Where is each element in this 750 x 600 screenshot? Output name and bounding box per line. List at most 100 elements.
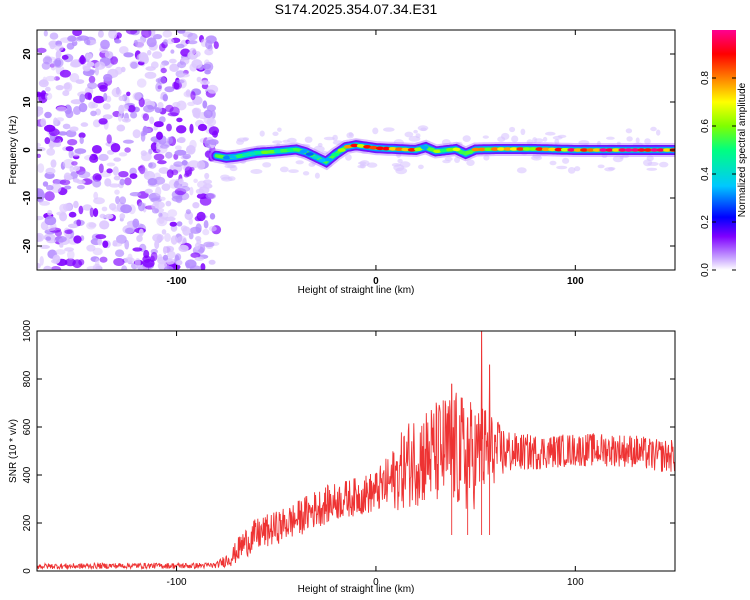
- halo-speckle: [542, 136, 548, 142]
- noise-speckle: [202, 100, 208, 109]
- noise-speckle: [118, 95, 125, 101]
- noise-speckle: [69, 126, 79, 132]
- noise-speckle: [136, 53, 148, 63]
- noise-speckle: [109, 203, 117, 211]
- ridge-hotspot: [337, 148, 346, 152]
- noise-speckle: [120, 104, 130, 111]
- noise-speckle: [94, 174, 102, 181]
- spectrogram-ylabel: Frequency (Hz): [8, 116, 19, 185]
- noise-speckle: [188, 232, 194, 240]
- halo-speckle: [277, 127, 282, 132]
- noise-speckle: [113, 157, 122, 162]
- ridge-hotspot: [312, 155, 321, 159]
- noise-speckle: [45, 75, 56, 82]
- noise-speckle: [99, 220, 110, 230]
- noise-speckle: [44, 216, 57, 226]
- ridge-hotspot: [293, 148, 301, 152]
- noise-speckle: [138, 228, 144, 237]
- noise-speckle: [168, 58, 177, 64]
- noise-speckle: [189, 139, 197, 150]
- noise-speckle: [101, 206, 108, 212]
- noise-speckle: [118, 152, 128, 157]
- noise-speckle: [162, 94, 168, 102]
- halo-speckle: [650, 126, 657, 132]
- noise-speckle: [132, 129, 141, 139]
- x-tick-label: 0: [373, 276, 379, 287]
- halo-speckle: [567, 167, 576, 174]
- halo-speckle: [358, 161, 367, 165]
- noise-speckle: [76, 179, 86, 185]
- noise-speckle: [92, 247, 103, 256]
- halo-speckle: [372, 127, 379, 135]
- noise-speckle: [122, 139, 134, 144]
- noise-speckle: [121, 118, 131, 123]
- ridge-hotspot: [478, 147, 486, 152]
- ridge-hotspot: [548, 147, 557, 152]
- y-tick-label: -10: [22, 190, 33, 205]
- ridge-hotspot: [401, 147, 410, 152]
- noise-speckle: [158, 216, 165, 224]
- noise-speckle: [157, 76, 167, 85]
- noise-speckle: [176, 125, 187, 134]
- halo-speckle: [345, 154, 352, 161]
- noise-speckle: [54, 44, 64, 52]
- noise-speckle: [164, 86, 175, 93]
- noise-speckle: [158, 212, 163, 218]
- noise-speckle: [45, 236, 52, 241]
- noise-speckle: [65, 109, 74, 119]
- ridge-hotspot: [235, 154, 244, 158]
- noise-speckle: [67, 250, 75, 260]
- noise-speckle: [49, 140, 54, 150]
- noise-speckle: [158, 116, 166, 123]
- noise-speckle: [144, 188, 153, 194]
- ridge-hotspot: [541, 147, 550, 152]
- ridge-hotspot: [490, 147, 499, 151]
- noise-speckle: [144, 71, 157, 79]
- ridge-hotspot: [433, 149, 442, 153]
- noise-speckle: [212, 130, 218, 138]
- noise-speckle: [132, 218, 140, 228]
- ridge-hotspot: [650, 148, 659, 152]
- ridge-hotspot: [586, 148, 595, 152]
- noise-speckle: [43, 265, 52, 270]
- halo-speckle: [646, 167, 658, 171]
- noise-speckle: [37, 215, 44, 221]
- halo-speckle: [482, 135, 489, 139]
- halo-speckle: [224, 164, 236, 169]
- noise-speckle: [78, 171, 91, 179]
- noise-speckle: [129, 173, 138, 180]
- y-tick-label: 20: [22, 48, 33, 60]
- ridge-hotspot: [324, 157, 333, 162]
- noise-speckle: [154, 240, 160, 250]
- ridge-hotspot: [216, 154, 225, 159]
- noise-speckle: [37, 47, 47, 54]
- noise-speckle: [154, 176, 166, 185]
- noise-speckle: [44, 92, 53, 100]
- noise-speckle: [152, 34, 163, 40]
- noise-speckle: [55, 249, 66, 255]
- noise-speckle: [37, 262, 41, 269]
- noise-speckle: [78, 132, 86, 139]
- noise-speckle: [62, 123, 71, 130]
- noise-speckle: [126, 91, 131, 97]
- noise-speckle: [148, 162, 157, 169]
- noise-speckle: [59, 212, 68, 222]
- noise-speckle: [119, 178, 125, 186]
- noise-speckle: [64, 229, 73, 235]
- noise-speckle: [195, 236, 202, 242]
- noise-speckle: [125, 30, 138, 35]
- noise-speckle: [153, 121, 164, 128]
- noise-speckle: [72, 30, 82, 37]
- noise-speckle: [67, 223, 79, 229]
- y-tick-label: 200: [22, 514, 33, 531]
- noise-speckle: [71, 161, 78, 166]
- noise-speckle: [127, 105, 136, 113]
- noise-speckle: [193, 178, 198, 183]
- halo-speckle: [520, 128, 526, 135]
- halo-speckle: [302, 171, 310, 176]
- noise-speckle: [208, 259, 216, 265]
- halo-speckle: [557, 134, 567, 138]
- noise-speckle: [88, 75, 96, 84]
